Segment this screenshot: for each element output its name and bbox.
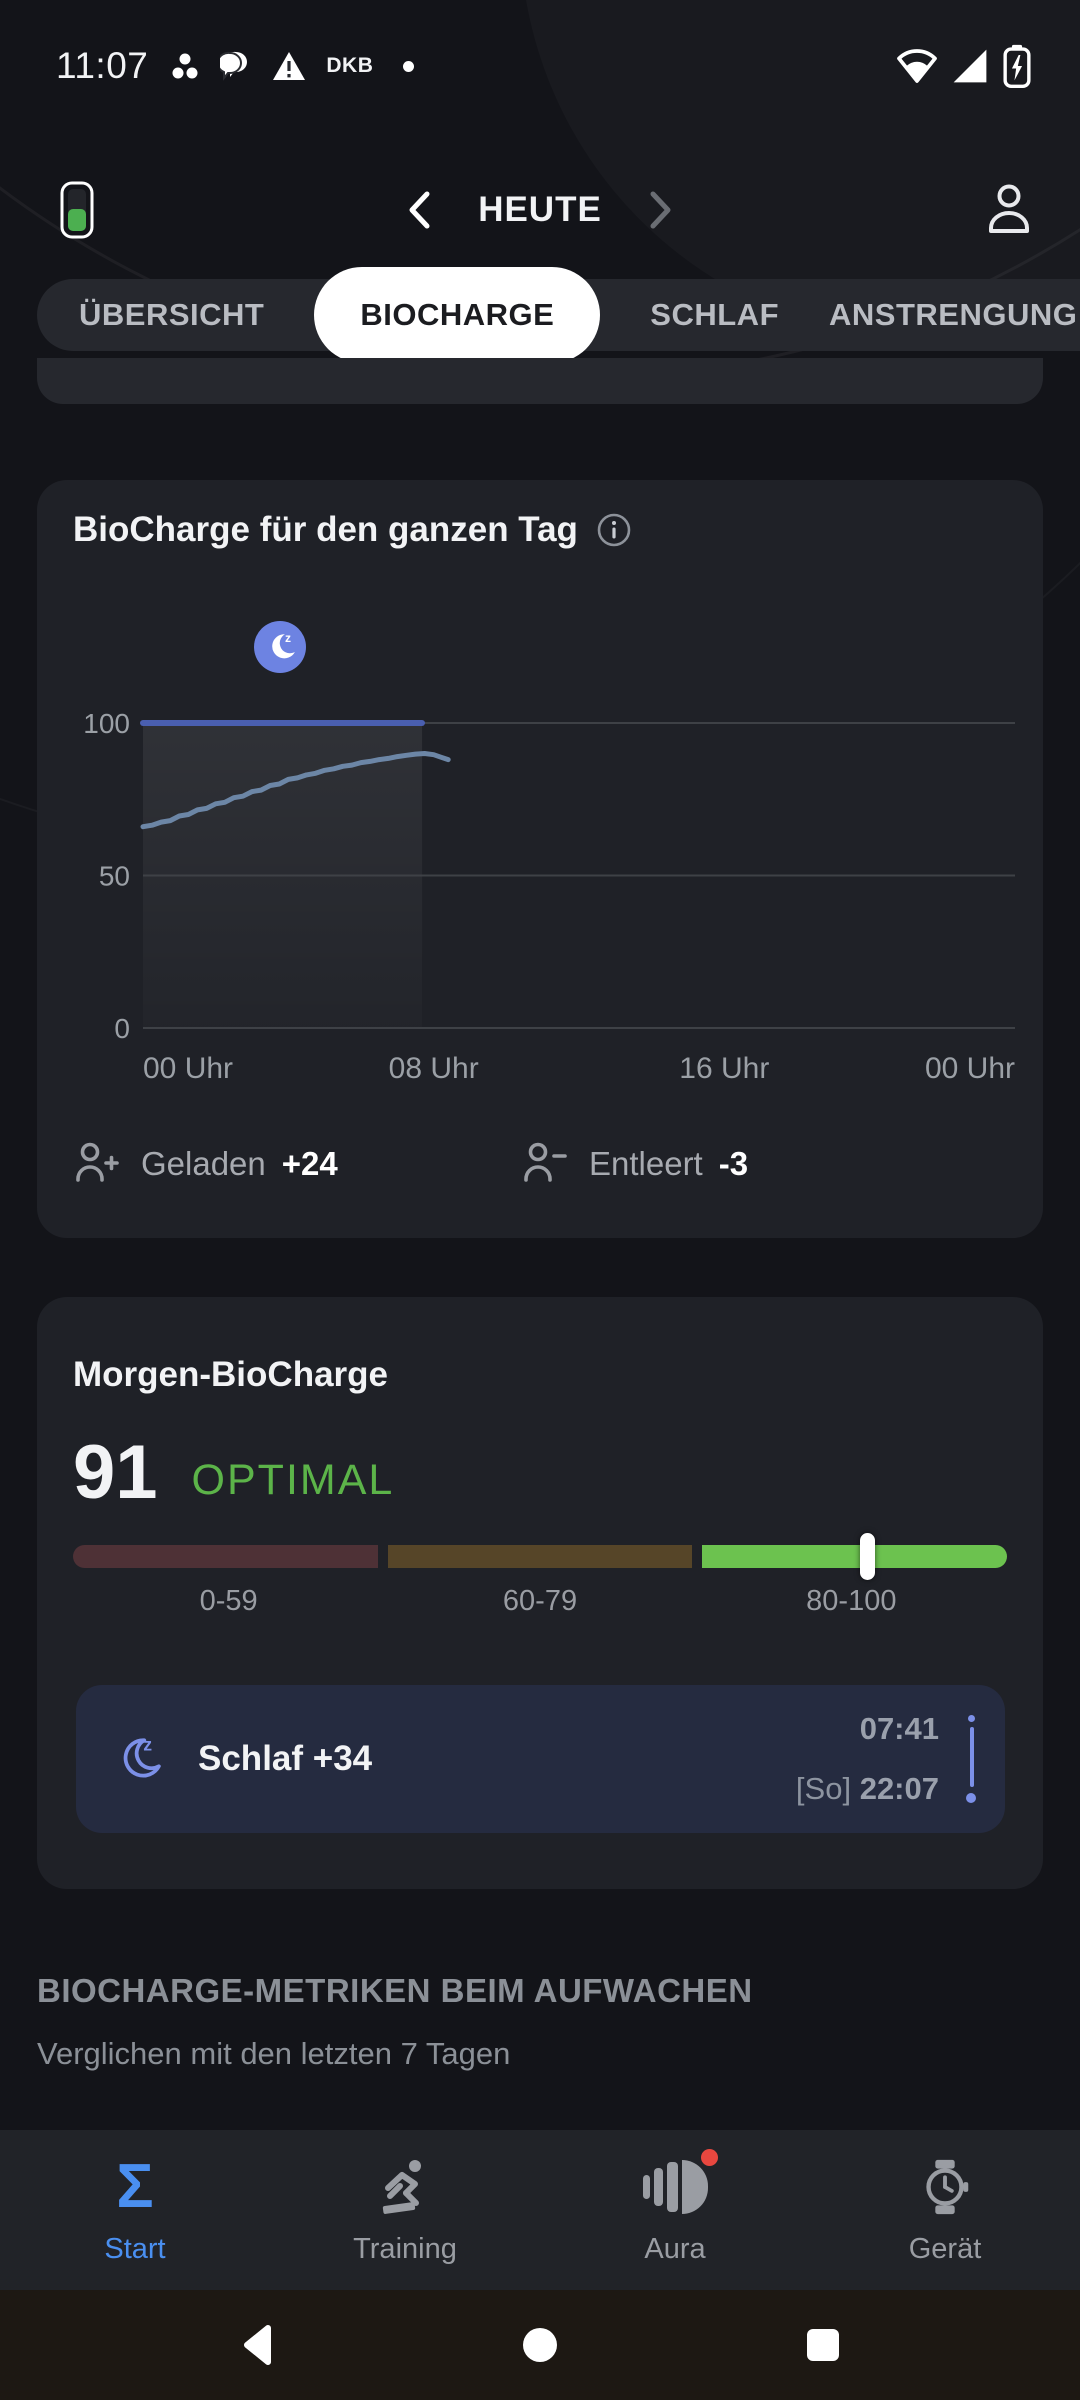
- status-bar: 11:07 DKB: [0, 34, 1080, 98]
- sigma-icon: Σ: [116, 2151, 154, 2221]
- svg-text:08 Uhr: 08 Uhr: [389, 1052, 479, 1085]
- tab-schlaf[interactable]: SCHLAF: [650, 297, 780, 332]
- profile-icon[interactable]: [982, 181, 1036, 239]
- bedtime: 22:07: [859, 1771, 939, 1806]
- back-icon[interactable]: [238, 2323, 276, 2367]
- signal-icon: [953, 49, 987, 83]
- svg-text:z: z: [285, 631, 291, 645]
- svg-text:100: 100: [83, 708, 130, 739]
- svg-text:16 Uhr: 16 Uhr: [679, 1052, 769, 1085]
- nav-label: Start: [104, 2232, 166, 2265]
- nav-item-aura[interactable]: Aura: [540, 2130, 810, 2290]
- chevron-right-icon[interactable]: [648, 190, 674, 230]
- dkb-notification-badge: DKB: [326, 54, 374, 77]
- device-battery-icon[interactable]: [60, 181, 94, 239]
- notification-badge: [700, 2148, 718, 2166]
- gauge-segment-low: [73, 1545, 378, 1568]
- svg-text:00 Uhr: 00 Uhr: [143, 1052, 233, 1085]
- tab-bar: ÜBERSICHT BIOCHARGE SCHLAF ANSTRENGUNG: [37, 267, 1080, 363]
- tab-biocharge[interactable]: BIOCHARGE: [314, 267, 601, 363]
- warning-icon: [273, 52, 306, 80]
- biocharge-score: 91: [73, 1430, 158, 1515]
- sleep-contribution-row[interactable]: z Schlaf +34 07:41 [So] 22:07: [76, 1685, 1005, 1833]
- card-title: BioCharge für den ganzen Tag: [73, 510, 578, 549]
- tab-uebersicht[interactable]: ÜBERSICHT: [79, 297, 265, 332]
- range-label-low: 0-59: [199, 1585, 258, 1617]
- nav-item-start[interactable]: Σ Start: [0, 2130, 270, 2290]
- recents-icon[interactable]: [804, 2326, 842, 2364]
- tab-anstrengung[interactable]: ANSTRENGUNG: [829, 297, 1078, 332]
- svg-text:0: 0: [114, 1013, 130, 1044]
- date-navigator: HEUTE: [0, 190, 1080, 230]
- nav-label: Gerät: [908, 2232, 982, 2265]
- nav-label: Aura: [644, 2232, 706, 2265]
- legend-entleert: Entleert -3: [521, 1141, 748, 1187]
- moon-z-icon: z: [123, 1735, 161, 1778]
- svg-text:00 Uhr: 00 Uhr: [925, 1052, 1015, 1085]
- gauge-segment-high: [702, 1545, 1008, 1568]
- bedtime-day: [So]: [795, 1771, 852, 1806]
- wifi-icon: [897, 49, 937, 83]
- biocharge-chart: 0 50 100 00 Uhr 08 Uhr 16 Uhr 00 Uhr: [83, 708, 1015, 1085]
- android-navigation-bar: [0, 2290, 1080, 2400]
- sleep-badge: z: [254, 621, 306, 673]
- watch-icon: [926, 2159, 969, 2214]
- legend-label: Entleert: [589, 1145, 703, 1182]
- date-label[interactable]: HEUTE: [478, 190, 602, 229]
- section-title: BIOCHARGE-METRIKEN BEIM AUFWACHEN: [37, 1972, 753, 2009]
- nav-item-training[interactable]: Training: [270, 2130, 540, 2290]
- legend-geladen: Geladen +24: [73, 1141, 338, 1187]
- more-notifications-dot: [403, 60, 415, 72]
- section-subtitle: Verglichen mit den letzten 7 Tagen: [37, 2036, 511, 2071]
- aura-icon: [642, 2159, 708, 2215]
- person-minus-icon: [524, 1142, 567, 1182]
- legend-label: Geladen: [141, 1145, 266, 1182]
- chart-legend: Geladen +24 Entleert -3: [73, 1128, 1007, 1200]
- nav-label: Training: [353, 2232, 457, 2265]
- morning-biocharge-card: Morgen-BioCharge 91 OPTIMAL 0-59 60-79 8…: [37, 1297, 1043, 1889]
- chevron-left-icon[interactable]: [406, 190, 432, 230]
- wake-time: 07:41: [859, 1711, 939, 1746]
- sleep-timeline: [965, 1715, 977, 1803]
- bottom-navigation: Σ Start Training: [0, 2130, 1080, 2290]
- range-label-high: 80-100: [806, 1585, 897, 1617]
- previous-card-edge[interactable]: [37, 358, 1043, 404]
- runner-icon: [382, 2159, 421, 2214]
- legend-value: +24: [281, 1145, 338, 1182]
- chat-bubble-icon: [220, 51, 248, 81]
- clock: 11:07: [56, 45, 149, 86]
- app-header: HEUTE: [0, 168, 1080, 252]
- biocharge-day-card: BioCharge für den ganzen Tag z 0 50 100 00 …: [37, 480, 1043, 1238]
- score-marker: [859, 1533, 875, 1580]
- sleep-contribution-label: Schlaf +34: [198, 1739, 373, 1778]
- moon-z-icon: z: [272, 631, 295, 659]
- legend-value: -3: [718, 1145, 749, 1182]
- score-status: OPTIMAL: [191, 1456, 395, 1504]
- score-gauge: [73, 1533, 1008, 1580]
- info-icon[interactable]: [596, 512, 632, 548]
- app-dots-icon: [172, 53, 198, 79]
- person-plus-icon: [76, 1142, 119, 1182]
- home-icon[interactable]: [520, 2325, 560, 2365]
- svg-text:z: z: [143, 1735, 152, 1755]
- range-label-mid: 60-79: [502, 1585, 578, 1617]
- battery-charging-icon: [1003, 44, 1031, 88]
- svg-text:50: 50: [99, 861, 130, 892]
- card-title: Morgen-BioCharge: [73, 1355, 388, 1394]
- gauge-segment-mid: [387, 1545, 693, 1568]
- nav-item-geraet[interactable]: Gerät: [810, 2130, 1080, 2290]
- gauge-range-labels: 0-59 60-79 80-100: [73, 1585, 1007, 1618]
